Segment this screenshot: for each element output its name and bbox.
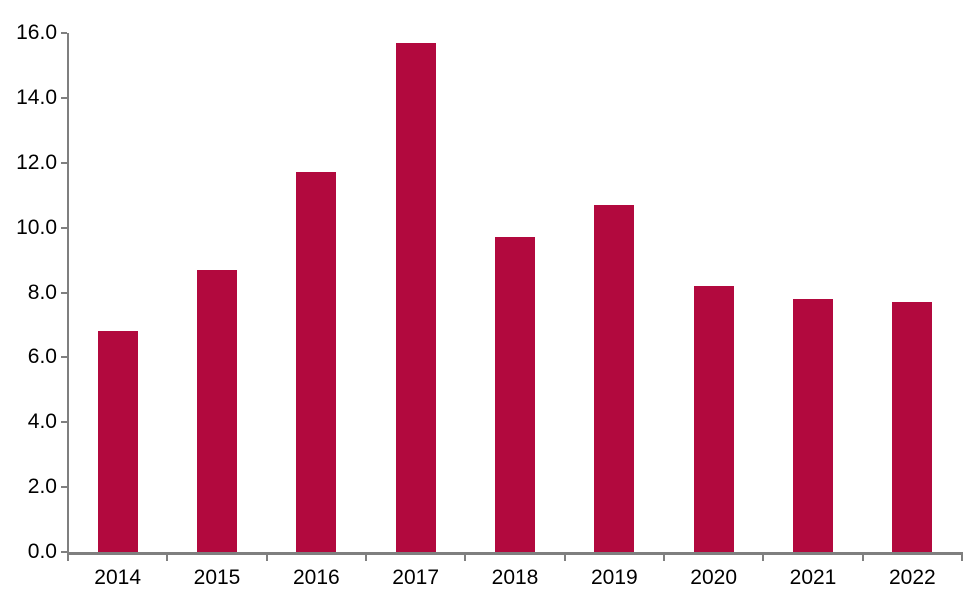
y-tick — [61, 291, 67, 294]
x-tick-label-2017: 2017 — [392, 566, 440, 589]
bar-2022 — [892, 302, 933, 552]
y-tick — [61, 96, 67, 99]
y-tick-label: 14.0 — [16, 85, 57, 109]
y-tick — [61, 421, 67, 424]
x-tick — [166, 555, 169, 561]
y-tick-label: 8.0 — [27, 280, 57, 304]
y-tick-label: 4.0 — [27, 410, 57, 434]
x-tick — [67, 555, 69, 561]
y-tick-label: 16.0 — [16, 21, 57, 44]
x-tick-label-2019: 2019 — [590, 566, 638, 589]
x-tick-label-2014: 2014 — [94, 566, 142, 589]
x-tick — [961, 555, 963, 561]
y-tick — [61, 161, 67, 164]
x-tick — [464, 555, 467, 561]
y-tick-label: 0.0 — [27, 540, 57, 563]
bar-2020 — [693, 286, 734, 552]
x-tick-label-2020: 2020 — [690, 566, 738, 589]
bar-2018 — [495, 237, 535, 552]
bar-2015 — [197, 269, 237, 552]
y-tick — [61, 551, 67, 553]
bar-2019 — [594, 204, 635, 552]
x-tick-label-2021: 2021 — [789, 566, 837, 589]
y-axis-line — [67, 33, 69, 555]
y-tick-label: 2.0 — [27, 475, 57, 499]
y-tick-label: 10.0 — [16, 215, 57, 239]
x-tick-label-2022: 2022 — [888, 566, 936, 589]
bar-2016 — [296, 172, 337, 552]
y-tick — [61, 356, 67, 359]
x-tick — [663, 555, 665, 561]
y-tick-label: 6.0 — [27, 345, 57, 369]
bar-2021 — [793, 298, 833, 552]
x-tick-label-2016: 2016 — [292, 566, 340, 589]
bar-2017 — [395, 42, 436, 552]
x-tick — [265, 555, 268, 561]
x-axis-line — [67, 552, 963, 555]
y-tick-label: 12.0 — [16, 150, 57, 174]
x-tick — [365, 555, 367, 561]
x-tick — [563, 555, 566, 561]
bar-2014 — [97, 331, 138, 552]
x-tick — [762, 555, 765, 561]
y-tick — [61, 486, 67, 489]
y-tick — [61, 32, 67, 34]
x-tick — [861, 555, 864, 561]
x-tick-label-2018: 2018 — [491, 566, 539, 589]
y-tick — [61, 226, 67, 229]
x-tick-label-2015: 2015 — [193, 566, 241, 589]
